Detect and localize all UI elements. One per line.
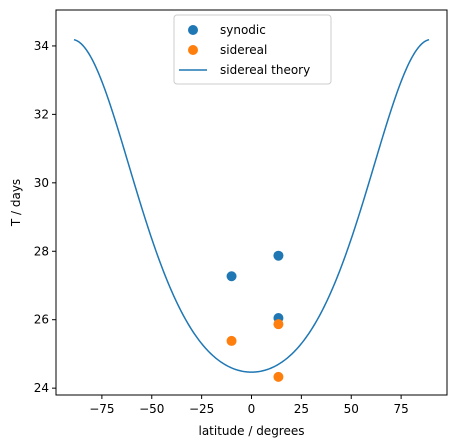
point-synodic-0 — [226, 271, 237, 282]
x-tick-label: 0 — [248, 402, 256, 416]
legend-label-synodic: synodic — [220, 23, 266, 37]
plot-content — [73, 38, 430, 382]
legend-marker-synodic — [188, 25, 198, 35]
point-sidereal-0 — [226, 335, 237, 346]
legend-label-sidereal-theory: sidereal theory — [220, 63, 310, 77]
legend-box — [173, 14, 332, 85]
x-axis-label: latitude / degrees — [198, 424, 304, 438]
x-tick-label: −25 — [189, 402, 214, 416]
y-tick-label: 28 — [34, 244, 49, 258]
x-tick-label: 50 — [344, 402, 359, 416]
legend-label-sidereal: sidereal — [220, 43, 267, 57]
x-tick-label: −75 — [89, 402, 114, 416]
x-tick-label: −50 — [139, 402, 164, 416]
legend: synodic sidereal sidereal theory — [173, 14, 332, 85]
point-sidereal-1 — [273, 319, 284, 330]
point-sidereal-2 — [273, 371, 284, 382]
legend-marker-sidereal — [188, 45, 198, 55]
x-axis-ticks: −75 −50 −25 0 25 50 75 — [89, 395, 409, 416]
point-synodic-1 — [273, 250, 284, 261]
y-axis-ticks: 24 26 28 30 32 34 — [34, 39, 56, 395]
y-axis-label: T / days — [9, 179, 23, 227]
y-tick-label: 30 — [34, 176, 49, 190]
y-tick-label: 32 — [34, 107, 49, 121]
x-tick-label: 25 — [294, 402, 309, 416]
theory-line — [73, 38, 430, 373]
y-tick-label: 24 — [34, 381, 49, 395]
x-tick-label: 75 — [393, 402, 408, 416]
y-tick-label: 34 — [34, 39, 49, 53]
y-tick-label: 26 — [34, 313, 49, 327]
